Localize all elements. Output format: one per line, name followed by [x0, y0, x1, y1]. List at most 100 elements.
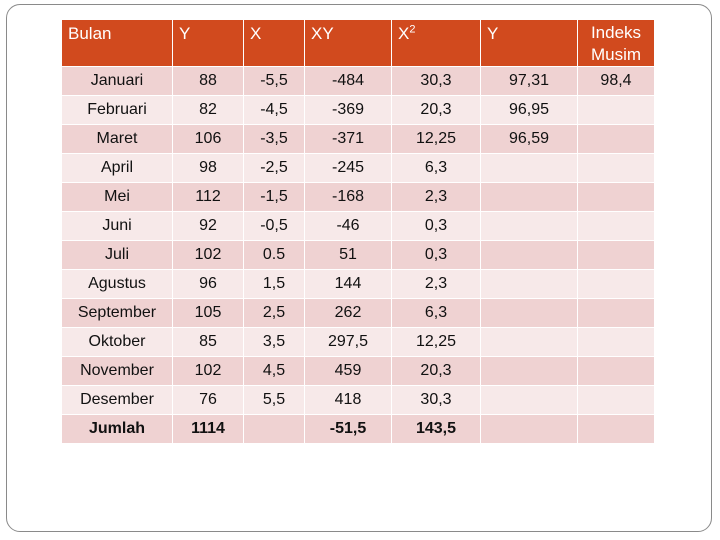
cell-y-trend	[481, 270, 577, 298]
table-row: April 98 -2,5 -245 6,3	[62, 154, 654, 182]
table-row: Juli 102 0.5 51 0,3	[62, 241, 654, 269]
cell-x-squared: 30,3	[392, 67, 480, 95]
table-row: Mei 112 -1,5 -168 2,3	[62, 183, 654, 211]
cell-y-trend: 96,95	[481, 96, 577, 124]
cell-x-squared: 2,3	[392, 270, 480, 298]
cell-x: 1,5	[244, 270, 304, 298]
cell-seasonal-index	[578, 270, 654, 298]
cell-month: Mei	[62, 183, 172, 211]
cell-x-squared: 30,3	[392, 386, 480, 414]
total-cell-y-trend	[481, 415, 577, 443]
table-row: Maret 106 -3,5 -371 12,25 96,59	[62, 125, 654, 153]
cell-x-squared: 0,3	[392, 241, 480, 269]
cell-month: September	[62, 299, 172, 327]
cell-x: 2,5	[244, 299, 304, 327]
cell-xy: 459	[305, 357, 391, 385]
cell-y: 105	[173, 299, 243, 327]
cell-x: -0,5	[244, 212, 304, 240]
cell-seasonal-index	[578, 125, 654, 153]
header-bulan: Bulan	[62, 20, 172, 66]
cell-y: 102	[173, 357, 243, 385]
table-row: November 102 4,5 459 20,3	[62, 357, 654, 385]
header-indeks-line2: Musim	[590, 45, 642, 64]
header-y-trend: Y	[481, 20, 577, 66]
cell-xy: 51	[305, 241, 391, 269]
cell-xy: -369	[305, 96, 391, 124]
cell-x: 3,5	[244, 328, 304, 356]
cell-y-trend: 96,59	[481, 125, 577, 153]
table-row: Oktober 85 3,5 297,5 12,25	[62, 328, 654, 356]
total-cell-month: Jumlah	[62, 415, 172, 443]
cell-x: -4,5	[244, 96, 304, 124]
cell-xy: 144	[305, 270, 391, 298]
cell-month: November	[62, 357, 172, 385]
total-row: Jumlah 1114 -51,5 143,5	[62, 415, 654, 443]
cell-xy: -484	[305, 67, 391, 95]
cell-seasonal-index	[578, 386, 654, 414]
cell-y: 85	[173, 328, 243, 356]
cell-xy: 262	[305, 299, 391, 327]
cell-y-trend	[481, 212, 577, 240]
total-cell-y: 1114	[173, 415, 243, 443]
header-x: X	[244, 20, 304, 66]
cell-y: 82	[173, 96, 243, 124]
cell-xy: 418	[305, 386, 391, 414]
cell-x-squared: 20,3	[392, 96, 480, 124]
header-xy: XY	[305, 20, 391, 66]
cell-month: April	[62, 154, 172, 182]
cell-seasonal-index	[578, 241, 654, 269]
cell-y: 92	[173, 212, 243, 240]
cell-y: 96	[173, 270, 243, 298]
cell-month: Juni	[62, 212, 172, 240]
cell-x: 5,5	[244, 386, 304, 414]
cell-y-trend	[481, 183, 577, 211]
cell-x-squared: 2,3	[392, 183, 480, 211]
cell-month: Oktober	[62, 328, 172, 356]
total-cell-seasonal-index	[578, 415, 654, 443]
table-row: Februari 82 -4,5 -369 20,3 96,95	[62, 96, 654, 124]
cell-x: 4,5	[244, 357, 304, 385]
cell-x-squared: 12,25	[392, 125, 480, 153]
cell-seasonal-index	[578, 183, 654, 211]
cell-month: Desember	[62, 386, 172, 414]
cell-x-squared: 6,3	[392, 154, 480, 182]
cell-seasonal-index	[578, 299, 654, 327]
cell-month: Juli	[62, 241, 172, 269]
cell-x-squared: 6,3	[392, 299, 480, 327]
cell-xy: -46	[305, 212, 391, 240]
cell-x: -2,5	[244, 154, 304, 182]
cell-seasonal-index	[578, 357, 654, 385]
cell-xy: -245	[305, 154, 391, 182]
table-body: Januari 88 -5,5 -484 30,3 97,31 98,4 Februari 82…	[62, 67, 654, 443]
cell-y: 98	[173, 154, 243, 182]
cell-y-trend	[481, 299, 577, 327]
cell-seasonal-index: 98,4	[578, 67, 654, 95]
header-indeks-line1: Indeks	[590, 23, 642, 42]
cell-y: 76	[173, 386, 243, 414]
table-row: September 105 2,5 262 6,3	[62, 299, 654, 327]
total-cell-xy: -51,5	[305, 415, 391, 443]
cell-x-squared: 20,3	[392, 357, 480, 385]
cell-y-trend	[481, 241, 577, 269]
header-row: Bulan Y X XY X2 Y Indeks Musim	[62, 20, 654, 66]
total-cell-x-squared: 143,5	[392, 415, 480, 443]
cell-y: 112	[173, 183, 243, 211]
cell-y-trend: 97,31	[481, 67, 577, 95]
cell-seasonal-index	[578, 212, 654, 240]
cell-y-trend	[481, 357, 577, 385]
total-cell-x	[244, 415, 304, 443]
cell-x-squared: 0,3	[392, 212, 480, 240]
header-y: Y	[173, 20, 243, 66]
cell-month: Maret	[62, 125, 172, 153]
cell-x-squared: 12,25	[392, 328, 480, 356]
cell-month: Agustus	[62, 270, 172, 298]
cell-x: -5,5	[244, 67, 304, 95]
cell-month: Februari	[62, 96, 172, 124]
header-x-squared-base: X	[398, 24, 410, 43]
cell-y: 88	[173, 67, 243, 95]
cell-y-trend	[481, 328, 577, 356]
header-x-squared: X2	[392, 20, 480, 66]
table-row: Juni 92 -0,5 -46 0,3	[62, 212, 654, 240]
cell-y: 106	[173, 125, 243, 153]
cell-y-trend	[481, 386, 577, 414]
